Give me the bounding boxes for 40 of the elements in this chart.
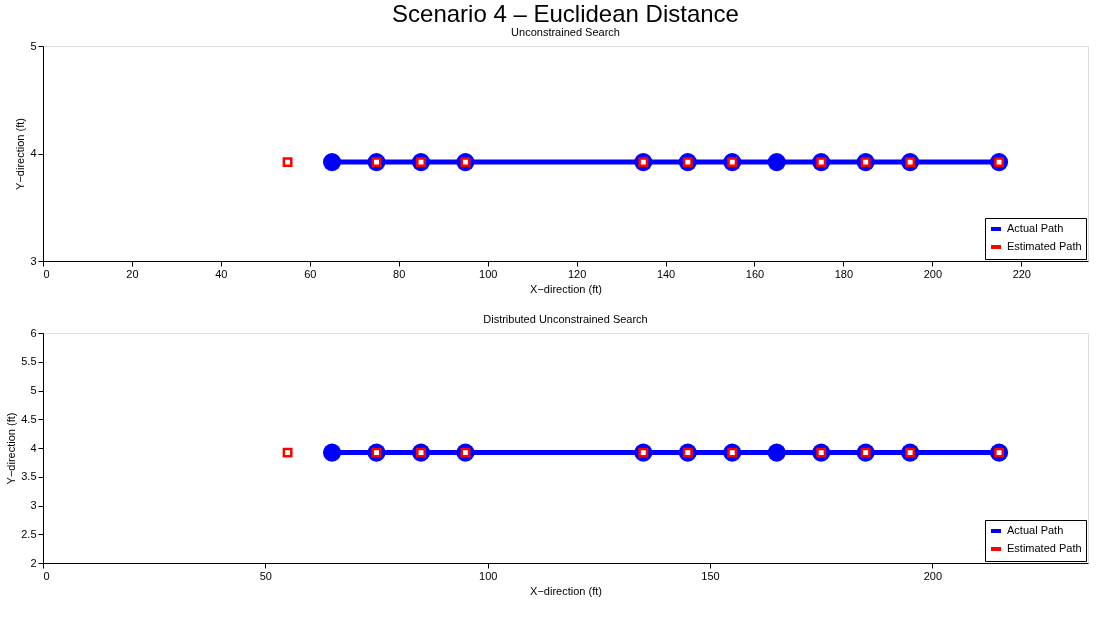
x-tick-label: 200 <box>923 267 943 280</box>
x-tick-label: 150 <box>701 569 720 582</box>
y-tick-label: 3 <box>30 499 37 511</box>
y-tick-label: 2 <box>30 556 37 569</box>
y-tick-label: 4 <box>30 147 37 159</box>
x-tick-label: 80 <box>393 267 406 280</box>
x-axis-title: X−direction (ft) <box>530 584 602 597</box>
y-axis-title: Y−direction (ft) <box>5 412 18 485</box>
x-tick-label: 120 <box>567 267 587 280</box>
x-tick-label: 160 <box>745 267 765 280</box>
x-tick-label: 200 <box>923 569 943 582</box>
legend-label: Estimated Path <box>1007 240 1082 252</box>
y-tick-label: 3.5 <box>21 470 37 483</box>
y-tick-label: 5 <box>30 384 37 396</box>
y-tick-label: 5.5 <box>21 355 37 368</box>
x-tick-label: 180 <box>834 267 854 280</box>
x-tick-label: 20 <box>126 267 139 280</box>
y-tick-label: 4.5 <box>21 412 37 425</box>
y-tick-label: 3 <box>30 254 37 267</box>
x-tick-label: 40 <box>215 267 228 280</box>
legend-label: Estimated Path <box>1007 542 1082 554</box>
x-tick-label: 220 <box>1012 267 1031 280</box>
legend-label: Actual Path <box>1007 524 1064 536</box>
y-tick-label: 5 <box>30 39 37 52</box>
x-tick-label: 100 <box>479 569 498 582</box>
x-tick-label: 50 <box>259 569 272 582</box>
x-tick-label: 60 <box>304 267 317 280</box>
x-tick-label: 100 <box>479 267 498 280</box>
legend-label: Actual Path <box>1007 222 1064 234</box>
chart-subtitle: Unconstrained Search <box>511 26 620 38</box>
y-tick-label: 4 <box>30 441 37 454</box>
x-tick-label: 0 <box>43 569 50 582</box>
y-tick-label: 2.5 <box>21 527 37 540</box>
x-tick-label: 0 <box>43 267 50 280</box>
y-axis-title: Y−direction (ft) <box>14 118 27 190</box>
x-axis-title: X−direction (ft) <box>530 282 602 295</box>
y-tick-label: 6 <box>30 326 37 339</box>
chart-title: Scenario 4 – Euclidean Distance <box>392 0 739 27</box>
chart-title: Distributed Unconstrained Search <box>483 313 648 325</box>
x-tick-label: 140 <box>656 267 676 280</box>
